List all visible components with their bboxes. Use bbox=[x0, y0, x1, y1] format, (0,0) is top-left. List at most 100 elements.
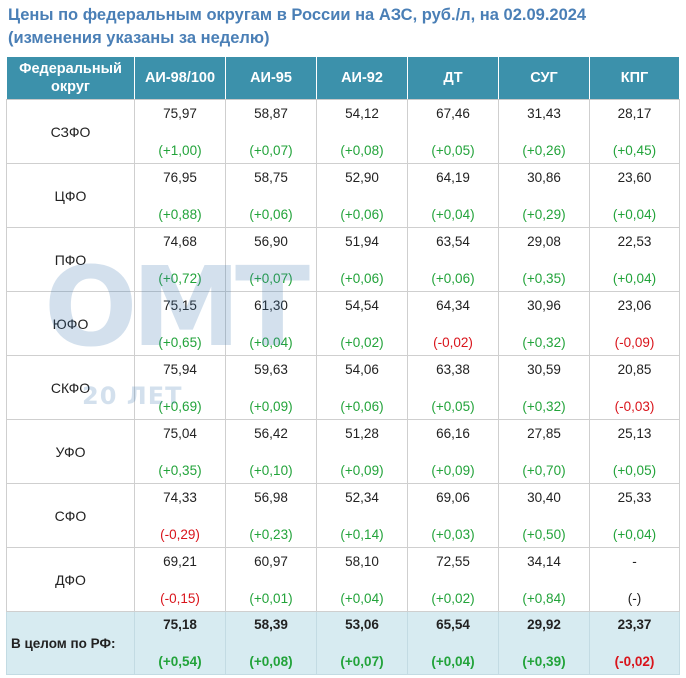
price-cell: 74,33 (-0,29) bbox=[134, 483, 226, 548]
total-price-change: (+0,07) bbox=[340, 654, 384, 669]
price-cell: 54,54 (+0,02) bbox=[316, 291, 408, 356]
price-cell: 30,96 (+0,32) bbox=[498, 291, 590, 356]
price-cell: - (-) bbox=[589, 547, 680, 612]
price-cell: 64,34 (-0,02) bbox=[407, 291, 499, 356]
price-change: (+0,35) bbox=[158, 462, 202, 478]
price-value: 54,54 bbox=[345, 297, 379, 313]
price-value: 63,54 bbox=[436, 233, 470, 249]
price-cell: 74,68 (+0,72) bbox=[134, 227, 226, 292]
price-value: 51,94 bbox=[345, 233, 379, 249]
price-value: 60,97 bbox=[254, 553, 288, 569]
price-cell: 59,63 (+0,09) bbox=[225, 355, 317, 420]
price-cell: 58,10 (+0,04) bbox=[316, 547, 408, 612]
price-value: 66,16 bbox=[436, 425, 470, 441]
header-ai98: АИ-98/100 bbox=[134, 56, 226, 100]
price-change: (+0,23) bbox=[249, 526, 293, 542]
price-cell: 51,94 (+0,06) bbox=[316, 227, 408, 292]
total-price-value: 23,37 bbox=[617, 617, 652, 632]
region-name: СФО bbox=[6, 483, 135, 548]
header-ai95: АИ-95 bbox=[225, 56, 317, 100]
region-name: СКФО bbox=[6, 355, 135, 420]
price-value: 51,28 bbox=[345, 425, 379, 441]
price-value: 31,43 bbox=[527, 105, 561, 121]
price-cell: 31,43 (+0,26) bbox=[498, 99, 590, 164]
header-ai92: АИ-92 bbox=[316, 56, 408, 100]
price-change: (+0,10) bbox=[249, 462, 293, 478]
total-label: В целом по РФ: bbox=[6, 611, 135, 675]
total-price-cell: 53,06 (+0,07) bbox=[316, 611, 408, 675]
price-change: (+0,04) bbox=[249, 334, 293, 350]
price-change: (+0,02) bbox=[431, 590, 475, 606]
price-change: (+0,05) bbox=[431, 398, 475, 414]
price-cell: 27,85 (+0,70) bbox=[498, 419, 590, 484]
table-row: ДФО 69,21 (-0,15) 60,97 (+0,01) 58,10 (+0,04) 7… bbox=[6, 547, 680, 612]
price-change: (+0,04) bbox=[431, 206, 475, 222]
price-change: (+0,09) bbox=[249, 398, 293, 414]
price-value: 25,13 bbox=[617, 425, 652, 441]
price-change: (-0,03) bbox=[614, 398, 655, 414]
price-value: 64,19 bbox=[436, 169, 470, 185]
price-cell: 23,06 (-0,09) bbox=[589, 291, 680, 356]
price-change: (+0,04) bbox=[340, 590, 384, 606]
title-line-2: (изменения указаны за неделю) bbox=[8, 29, 270, 47]
total-price-cell: 65,54 (+0,04) bbox=[407, 611, 499, 675]
header-sug: СУГ bbox=[498, 56, 590, 100]
price-value: 75,94 bbox=[163, 361, 197, 377]
price-cell: 56,98 (+0,23) bbox=[225, 483, 317, 548]
price-cell: 75,04 (+0,35) bbox=[134, 419, 226, 484]
price-change: (+0,09) bbox=[431, 462, 475, 478]
price-change: (-0,29) bbox=[160, 526, 200, 542]
title-line-1: Цены по федеральным округам в России на … bbox=[8, 6, 587, 24]
price-change: (+0,84) bbox=[522, 590, 566, 606]
total-price-change: (-0,02) bbox=[614, 654, 655, 669]
header-kpg: КПГ bbox=[589, 56, 680, 100]
total-price-value: 65,54 bbox=[436, 617, 470, 632]
price-change: (-) bbox=[627, 590, 642, 606]
price-value: 30,96 bbox=[527, 297, 561, 313]
price-change: (+1,00) bbox=[158, 142, 202, 158]
price-cell: 25,33 (+0,04) bbox=[589, 483, 680, 548]
price-value: 72,55 bbox=[436, 553, 470, 569]
price-change: (+0,14) bbox=[340, 526, 384, 542]
price-change: (+0,45) bbox=[612, 142, 657, 158]
price-change: (+0,04) bbox=[612, 270, 657, 286]
price-change: (+0,07) bbox=[249, 270, 293, 286]
price-cell: 30,59 (+0,32) bbox=[498, 355, 590, 420]
table-row: УФО 75,04 (+0,35) 56,42 (+0,10) 51,28 (+0,09) 6… bbox=[6, 419, 680, 484]
price-cell: 63,38 (+0,05) bbox=[407, 355, 499, 420]
total-price-value: 75,18 bbox=[163, 617, 197, 632]
price-change: (+0,32) bbox=[522, 398, 566, 414]
price-value: 63,38 bbox=[436, 361, 470, 377]
price-value: 75,04 bbox=[163, 425, 197, 441]
price-change: (-0,09) bbox=[614, 334, 655, 350]
price-change: (+0,08) bbox=[340, 142, 384, 158]
header-region: Федеральный округ bbox=[6, 56, 135, 100]
price-change: (+0,65) bbox=[158, 334, 202, 350]
header-dt: ДТ bbox=[407, 56, 499, 100]
price-change: (+0,02) bbox=[340, 334, 384, 350]
total-price-cell: 23,37 (-0,02) bbox=[589, 611, 680, 675]
price-change: (+0,05) bbox=[431, 142, 475, 158]
price-change: (+0,06) bbox=[340, 206, 384, 222]
price-value: 56,42 bbox=[254, 425, 288, 441]
price-value: 61,30 bbox=[254, 297, 288, 313]
total-price-cell: 58,39 (+0,08) bbox=[225, 611, 317, 675]
price-change: (+0,04) bbox=[612, 526, 657, 542]
total-price-change: (+0,54) bbox=[158, 654, 202, 669]
price-value: 30,40 bbox=[527, 489, 561, 505]
price-value: 20,85 bbox=[617, 361, 652, 377]
price-cell: 60,97 (+0,01) bbox=[225, 547, 317, 612]
price-value: 74,33 bbox=[163, 489, 197, 505]
price-cell: 76,95 (+0,88) bbox=[134, 163, 226, 228]
price-cell: 54,06 (+0,06) bbox=[316, 355, 408, 420]
region-name: ЦФО bbox=[6, 163, 135, 228]
price-value: 34,14 bbox=[527, 553, 561, 569]
price-change: (+0,06) bbox=[340, 270, 384, 286]
price-change: (+0,06) bbox=[431, 270, 475, 286]
fuel-prices-table: Федеральный округ АИ-98/100 АИ-95 АИ-92 … bbox=[6, 56, 680, 675]
price-value: 23,06 bbox=[617, 297, 652, 313]
price-cell: 23,60 (+0,04) bbox=[589, 163, 680, 228]
price-value: 54,06 bbox=[345, 361, 379, 377]
price-change: (+0,06) bbox=[249, 206, 293, 222]
price-change: (+0,35) bbox=[522, 270, 566, 286]
